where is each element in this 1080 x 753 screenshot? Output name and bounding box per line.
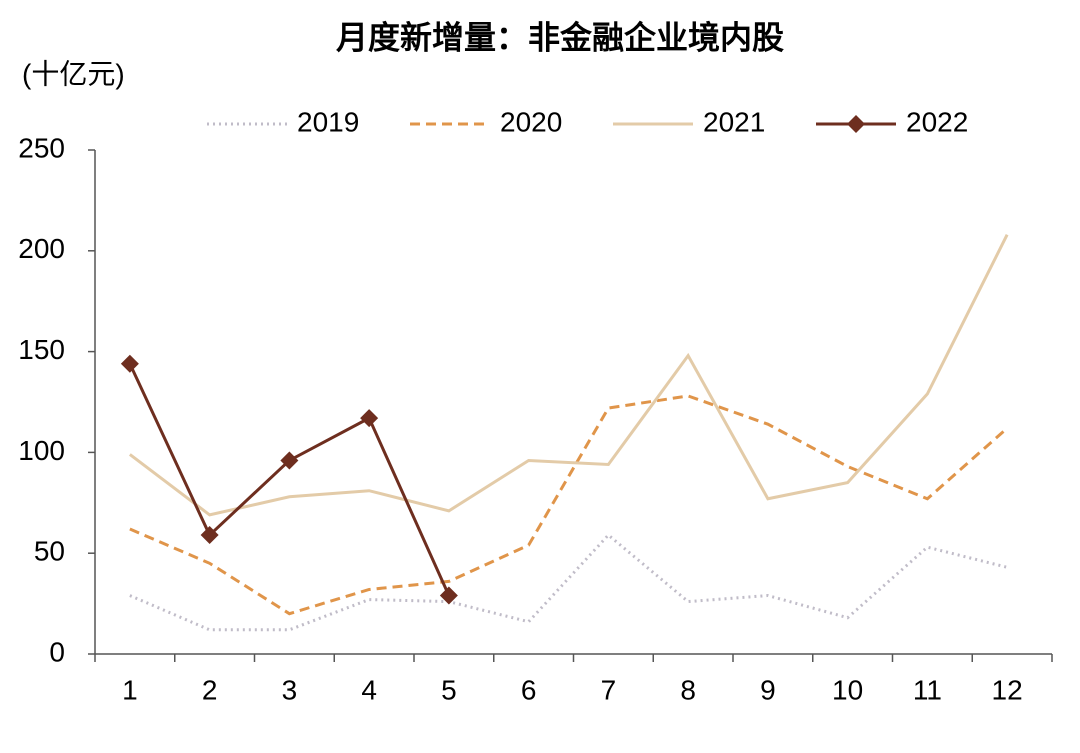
y-tick-label: 100 xyxy=(18,435,65,466)
y-axis-label: (十亿元) xyxy=(22,58,125,89)
x-tick-label: 12 xyxy=(992,674,1023,705)
point-marker xyxy=(360,409,379,428)
point-marker xyxy=(439,586,458,605)
x-tick-label: 5 xyxy=(441,674,457,705)
x-tick-label: 1 xyxy=(122,674,138,705)
y-tick-label: 200 xyxy=(18,233,65,264)
x-tick-label: 8 xyxy=(680,674,696,705)
x-tick-label: 11 xyxy=(913,674,942,705)
x-tick-label: 3 xyxy=(282,674,298,705)
series-line xyxy=(129,394,1009,616)
series-line xyxy=(128,363,451,597)
point-marker xyxy=(200,526,219,545)
legend-label: 2019 xyxy=(297,106,359,137)
legend-marker xyxy=(847,115,865,133)
series-line xyxy=(128,234,1009,517)
y-tick-label: 50 xyxy=(34,536,65,567)
x-tick-label: 4 xyxy=(361,674,377,705)
x-tick-label: 6 xyxy=(521,674,537,705)
x-tick-label: 7 xyxy=(601,674,617,705)
y-tick-label: 0 xyxy=(49,636,65,667)
point-marker xyxy=(120,354,139,373)
x-tick-label: 9 xyxy=(760,674,776,705)
chart-title: 月度新增量：非金融企业境内股 xyxy=(336,19,784,55)
x-tick-label: 2 xyxy=(202,674,218,705)
y-tick-label: 250 xyxy=(18,132,65,163)
series-line xyxy=(129,532,1008,632)
legend-label: 2022 xyxy=(906,106,968,137)
legend-label: 2021 xyxy=(703,106,765,137)
x-tick-label: 10 xyxy=(832,674,863,705)
y-tick-label: 150 xyxy=(18,334,65,365)
point-marker xyxy=(280,451,299,470)
legend-label: 2020 xyxy=(500,106,562,137)
